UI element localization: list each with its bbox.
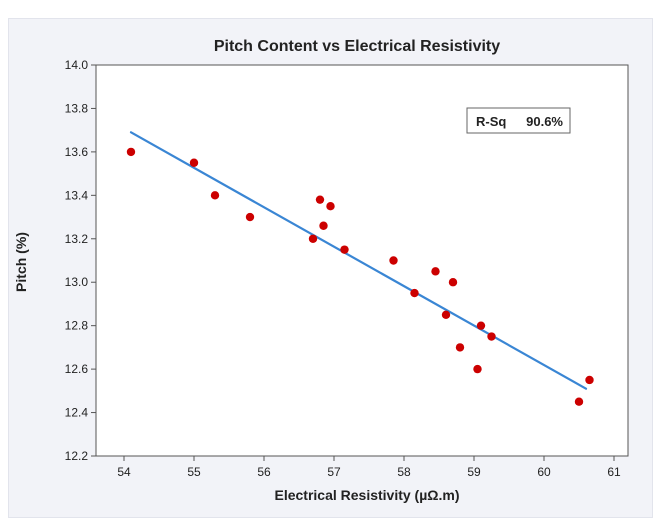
data-point xyxy=(389,256,398,265)
r-squared-box-border xyxy=(466,107,571,134)
data-point xyxy=(476,321,486,330)
data-point xyxy=(448,278,458,287)
x-tick-label: 57 xyxy=(327,465,341,479)
data-point xyxy=(473,364,482,374)
x-tick-label: 58 xyxy=(397,465,411,479)
data-point xyxy=(189,158,199,167)
data-point xyxy=(126,147,136,157)
y-axis-label: Pitch (%) xyxy=(13,232,29,292)
y-tick-label: 12.8 xyxy=(65,319,89,333)
data-point xyxy=(326,201,335,211)
r-squared-box: R-Sq 90.6% xyxy=(466,107,571,134)
x-axis-label: Electrical Resistivity (µΩ.m) xyxy=(274,487,459,503)
y-tick-label: 14.0 xyxy=(65,58,89,72)
y-tick-label: 13.6 xyxy=(65,145,89,159)
r-squared-label: R-Sq xyxy=(476,114,506,129)
data-point xyxy=(574,397,584,406)
y-axis: 12.2 12.4 12.6 12.8 13.0 13.2 13.4 13.6 13.8 14.0 xyxy=(65,58,96,463)
data-point xyxy=(441,310,451,320)
x-tick-label: 56 xyxy=(257,465,271,479)
x-tick-label: 59 xyxy=(467,465,481,479)
chart-title: Pitch Content vs Electrical Resistivity xyxy=(214,38,500,55)
y-tick-label: 12.4 xyxy=(65,406,89,420)
data-point xyxy=(487,332,496,341)
data-point xyxy=(340,245,349,254)
data-point xyxy=(245,212,255,222)
y-tick-label: 12.6 xyxy=(65,362,89,376)
r-squared-value: 90.6% xyxy=(526,114,563,129)
data-point xyxy=(315,195,325,204)
data-point xyxy=(410,288,419,298)
x-tick-label: 54 xyxy=(117,465,131,479)
data-point xyxy=(319,221,328,230)
x-tick-label: 55 xyxy=(187,465,201,479)
x-tick-label: 61 xyxy=(607,465,621,479)
y-tick-label: 13.0 xyxy=(65,275,89,289)
regression-line xyxy=(129,131,588,390)
y-tick-label: 13.4 xyxy=(65,188,89,202)
data-point xyxy=(431,267,440,276)
data-point xyxy=(455,343,465,352)
data-point xyxy=(308,234,318,243)
y-tick-label: 13.2 xyxy=(65,232,89,246)
points-layer xyxy=(126,147,594,406)
y-tick-label: 13.8 xyxy=(65,101,89,115)
fit-line-layer xyxy=(129,131,588,390)
x-axis: 54 55 56 57 58 59 60 61 xyxy=(117,456,621,479)
data-point xyxy=(210,191,220,200)
data-point xyxy=(585,375,594,385)
y-tick-label: 12.2 xyxy=(65,449,89,463)
x-tick-label: 60 xyxy=(537,465,551,479)
